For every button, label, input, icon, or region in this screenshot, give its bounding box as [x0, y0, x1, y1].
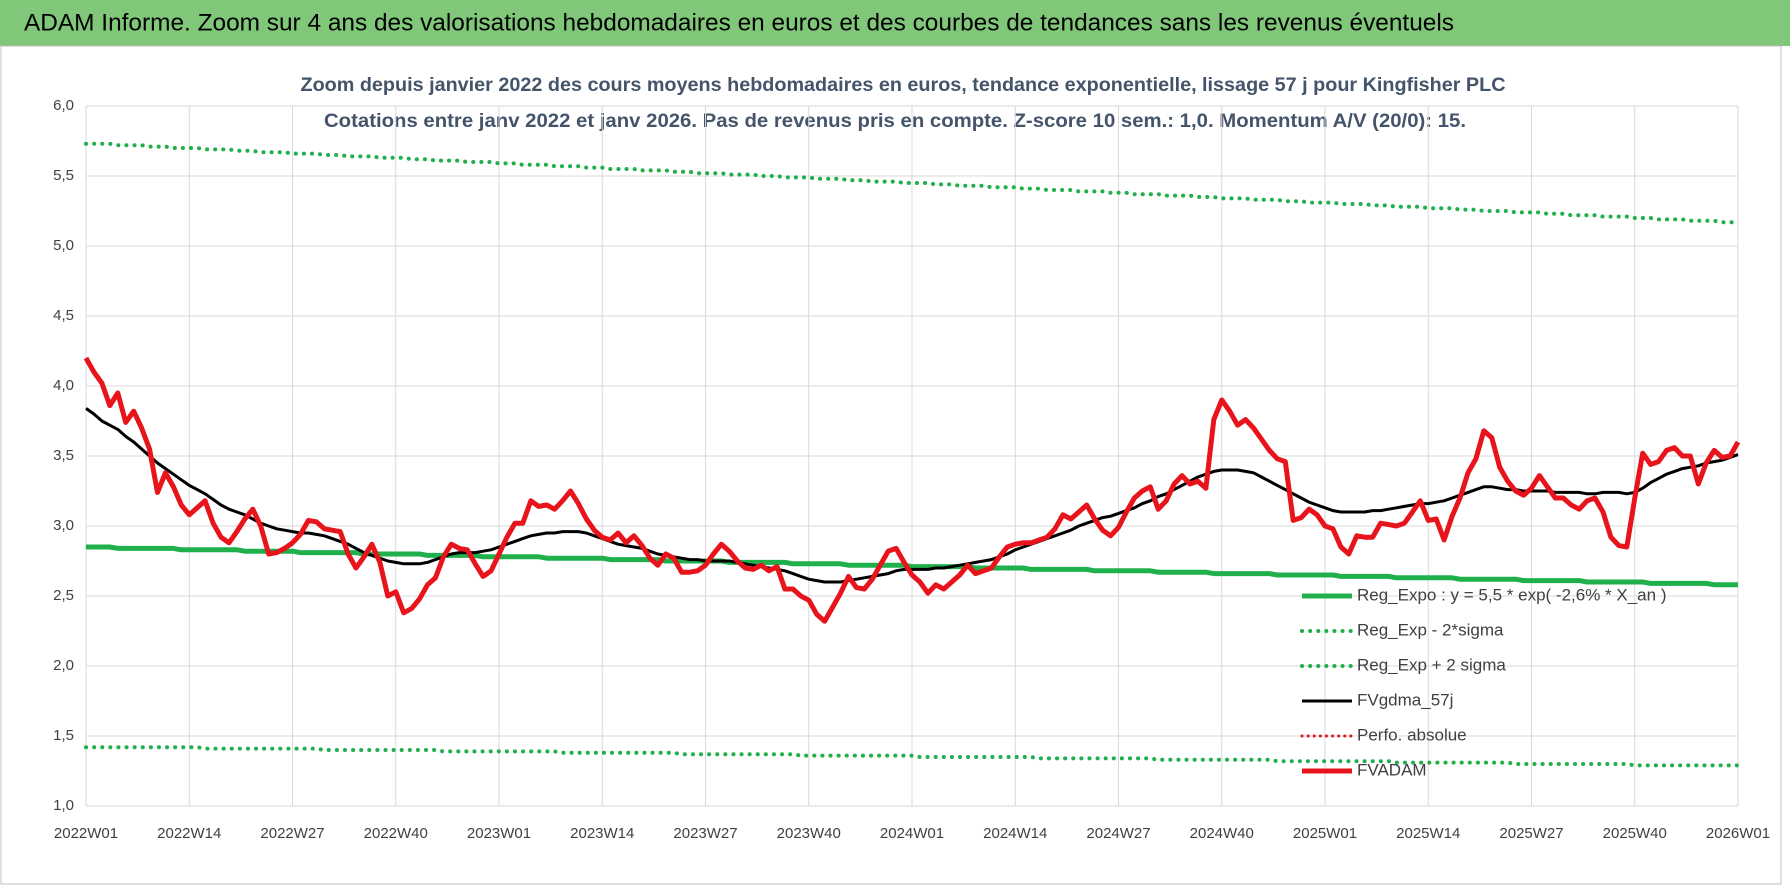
chart-subtitle: Cotations entre janv 2022 et janv 2026. … — [324, 111, 1466, 132]
x-tick-label: 2022W40 — [364, 825, 428, 842]
header-title: ADAM Informe. Zoom sur 4 ans des valoris… — [24, 9, 1454, 36]
legend: Reg_Expo : y = 5,5 * exp( -2,6% * X_an )… — [1300, 585, 1666, 779]
series-line — [84, 141, 1740, 225]
y-tick-label: 4,5 — [53, 307, 74, 324]
y-tick-label: 6,0 — [53, 97, 74, 114]
x-tick-label: 2025W40 — [1603, 825, 1667, 842]
legend-label: Reg_Exp - 2*sigma — [1357, 620, 1504, 639]
y-tick-label: 5,5 — [53, 167, 74, 184]
x-tick-label: 2024W40 — [1190, 825, 1254, 842]
x-tick-label: 2024W14 — [983, 825, 1047, 842]
y-tick-label: 1,5 — [53, 727, 74, 744]
x-tick-label: 2025W27 — [1499, 825, 1563, 842]
plot — [83, 141, 1741, 768]
y-tick-label: 2,0 — [53, 657, 74, 674]
legend-label: FVgdma_57j — [1357, 690, 1453, 709]
chart-title: Zoom depuis janvier 2022 des cours moyen… — [301, 75, 1506, 96]
x-tick-label: 2024W01 — [880, 825, 944, 842]
x-tick-label: 2025W01 — [1293, 825, 1357, 842]
series-line — [83, 356, 1741, 624]
series-line — [84, 745, 1740, 768]
x-tick-label: 2023W40 — [777, 825, 841, 842]
x-tick-label: 2023W14 — [570, 825, 634, 842]
series-line — [86, 544, 1738, 588]
x-tick-label: 2022W01 — [54, 825, 118, 842]
legend-label: Reg_Exp + 2 sigma — [1357, 655, 1506, 674]
x-tick-label: 2026W01 — [1706, 825, 1770, 842]
header-bar — [0, 0, 1790, 46]
chart-frame — [0, 45, 1782, 885]
legend-label: Reg_Expo : y = 5,5 * exp( -2,6% * X_an ) — [1357, 585, 1666, 604]
x-tick-label: 2022W14 — [157, 825, 221, 842]
y-tick-label: 2,5 — [53, 587, 74, 604]
y-tick-label: 5,0 — [53, 237, 74, 254]
x-tick-label: 2023W01 — [467, 825, 531, 842]
legend-label: FVADAM — [1357, 760, 1427, 779]
x-tick-label: 2022W27 — [260, 825, 324, 842]
grid: 1,0 1,5 2,0 2,5 3,0 3,5 4,0 4,5 5,0 5,5 6,0 2022W01… — [53, 97, 1770, 842]
legend-label: Perfo. absolue — [1357, 725, 1467, 744]
y-tick-label: 1,0 — [53, 797, 74, 814]
x-tick-label: 2024W27 — [1086, 825, 1150, 842]
y-tick-label: 4,0 — [53, 377, 74, 394]
x-tick-label: 2023W27 — [673, 825, 737, 842]
y-tick-label: 3,0 — [53, 517, 74, 534]
y-tick-label: 3,5 — [53, 447, 74, 464]
x-tick-label: 2025W14 — [1396, 825, 1460, 842]
